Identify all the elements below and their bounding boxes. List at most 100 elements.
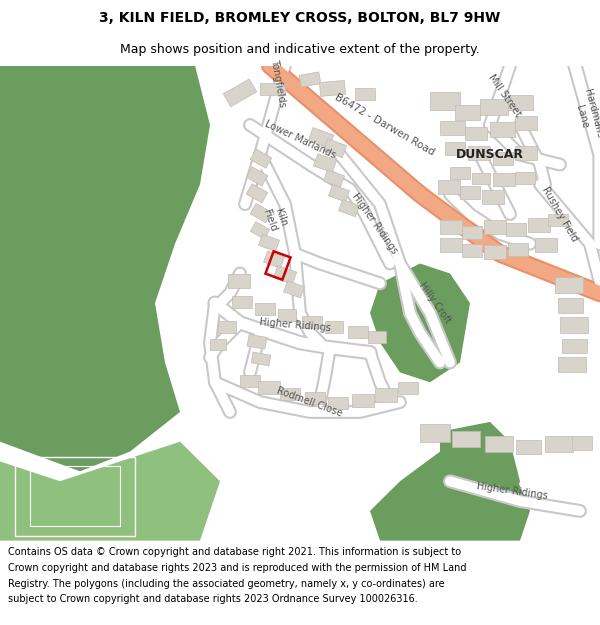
- Polygon shape: [319, 81, 346, 96]
- Polygon shape: [548, 214, 568, 226]
- Polygon shape: [490, 122, 515, 137]
- Polygon shape: [250, 204, 272, 222]
- Polygon shape: [440, 220, 462, 234]
- Polygon shape: [250, 149, 272, 168]
- Polygon shape: [506, 223, 526, 236]
- Polygon shape: [325, 321, 343, 332]
- Bar: [15, 456, 135, 536]
- Polygon shape: [482, 190, 504, 204]
- Polygon shape: [240, 376, 260, 388]
- Polygon shape: [247, 334, 267, 349]
- Polygon shape: [440, 422, 520, 521]
- Text: Rodmell Close: Rodmell Close: [276, 386, 344, 419]
- Polygon shape: [452, 431, 480, 447]
- Text: 3, KILN FIELD, BROMLEY CROSS, BOLTON, BL7 9HW: 3, KILN FIELD, BROMLEY CROSS, BOLTON, BL…: [100, 11, 500, 26]
- Text: Crown copyright and database rights 2023 and is reproduced with the permission o: Crown copyright and database rights 2023…: [8, 563, 466, 573]
- Polygon shape: [278, 309, 296, 321]
- Polygon shape: [355, 88, 375, 100]
- Polygon shape: [438, 181, 460, 194]
- Polygon shape: [370, 442, 530, 541]
- Polygon shape: [283, 281, 305, 298]
- Polygon shape: [484, 220, 506, 234]
- Text: Higher Ridings: Higher Ridings: [259, 317, 331, 333]
- Polygon shape: [255, 303, 275, 315]
- Text: Lower Marlands: Lower Marlands: [263, 119, 337, 161]
- Polygon shape: [305, 392, 325, 404]
- Text: Tongfields: Tongfields: [269, 59, 287, 108]
- Polygon shape: [493, 173, 515, 186]
- Polygon shape: [508, 242, 528, 256]
- Text: B6472 - Darwen Road: B6472 - Darwen Road: [334, 92, 437, 158]
- Polygon shape: [558, 356, 586, 372]
- Bar: [30, 466, 120, 526]
- Polygon shape: [299, 72, 321, 87]
- Text: Registry. The polygons (including the associated geometry, namely x, y co-ordina: Registry. The polygons (including the as…: [8, 579, 445, 589]
- Polygon shape: [472, 173, 490, 184]
- Polygon shape: [246, 184, 268, 203]
- Polygon shape: [462, 244, 482, 257]
- Polygon shape: [560, 317, 588, 332]
- Polygon shape: [348, 326, 368, 338]
- Polygon shape: [468, 146, 490, 159]
- Polygon shape: [508, 95, 533, 110]
- Polygon shape: [455, 105, 480, 120]
- Polygon shape: [370, 264, 470, 382]
- Polygon shape: [562, 339, 587, 352]
- Polygon shape: [528, 218, 550, 232]
- Polygon shape: [515, 146, 537, 159]
- Polygon shape: [338, 199, 359, 217]
- Polygon shape: [263, 251, 284, 268]
- Polygon shape: [302, 316, 322, 328]
- Text: Kiln
Field: Kiln Field: [261, 205, 289, 233]
- Polygon shape: [218, 321, 236, 332]
- Polygon shape: [420, 424, 450, 442]
- Polygon shape: [274, 266, 296, 284]
- Polygon shape: [308, 127, 334, 148]
- Polygon shape: [484, 245, 506, 259]
- Text: Higher Ridings: Higher Ridings: [476, 481, 548, 501]
- Polygon shape: [555, 278, 583, 293]
- Polygon shape: [445, 142, 465, 154]
- Polygon shape: [572, 436, 592, 449]
- Polygon shape: [210, 339, 226, 349]
- Polygon shape: [515, 171, 535, 184]
- Polygon shape: [0, 442, 220, 541]
- Text: Hardmans
Lane: Hardmans Lane: [571, 88, 600, 142]
- Polygon shape: [352, 394, 374, 407]
- Polygon shape: [323, 139, 347, 158]
- Polygon shape: [0, 66, 210, 471]
- Text: DUNSCAR: DUNSCAR: [456, 148, 524, 161]
- Polygon shape: [251, 352, 271, 366]
- Polygon shape: [328, 397, 348, 409]
- Text: subject to Crown copyright and database rights 2023 Ordnance Survey 100026316.: subject to Crown copyright and database …: [8, 594, 418, 604]
- Polygon shape: [258, 381, 280, 394]
- Polygon shape: [259, 234, 280, 251]
- Polygon shape: [493, 152, 513, 164]
- Polygon shape: [535, 238, 557, 252]
- Polygon shape: [313, 154, 337, 173]
- Polygon shape: [460, 186, 480, 199]
- Polygon shape: [515, 116, 537, 130]
- Polygon shape: [246, 167, 268, 186]
- Polygon shape: [228, 274, 250, 288]
- Polygon shape: [223, 79, 257, 107]
- Text: Higher Ridings: Higher Ridings: [350, 192, 400, 256]
- Polygon shape: [440, 238, 462, 252]
- Polygon shape: [398, 382, 418, 394]
- Polygon shape: [558, 298, 583, 313]
- Polygon shape: [280, 388, 300, 400]
- Polygon shape: [485, 436, 513, 451]
- Text: Map shows position and indicative extent of the property.: Map shows position and indicative extent…: [120, 42, 480, 56]
- Text: Rushey Field: Rushey Field: [540, 185, 580, 243]
- Polygon shape: [368, 331, 386, 342]
- Polygon shape: [462, 226, 482, 239]
- Polygon shape: [430, 92, 460, 110]
- Polygon shape: [516, 440, 541, 454]
- Polygon shape: [232, 296, 252, 308]
- Polygon shape: [450, 166, 470, 179]
- Polygon shape: [323, 170, 344, 187]
- Polygon shape: [545, 436, 573, 451]
- Text: Hilly Croft: Hilly Croft: [417, 281, 453, 326]
- Polygon shape: [260, 83, 285, 95]
- Polygon shape: [480, 99, 508, 115]
